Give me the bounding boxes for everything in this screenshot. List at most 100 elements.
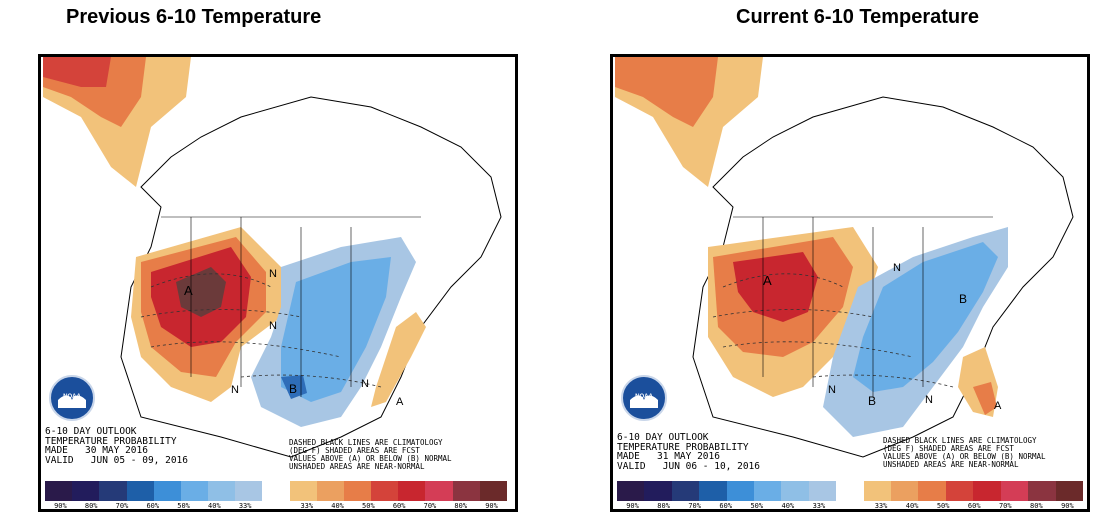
colorbar-tick-label: 70% (115, 502, 129, 510)
outlook-line-1: 6-10 DAY OUTLOOK (45, 426, 137, 437)
label-normal-central: N (893, 262, 901, 274)
colorbar-swatch (316, 481, 344, 501)
colorbar-tick-label: 60% (392, 502, 406, 510)
colorbar-tick-label: 70% (688, 502, 701, 510)
climatology-lines (140, 273, 382, 388)
noaa-logo-text: NOAA (63, 394, 81, 400)
colorbar-ticks: 90% 80% 70% 60% 50% 40% 33% 33% 40% 50% 60% 70% 80% 9… (45, 502, 507, 510)
label-above-florida: A (396, 396, 404, 408)
colorbar-swatch (262, 481, 290, 501)
colorbar-swatch (289, 481, 317, 501)
label-above-florida: A (994, 400, 1002, 412)
west-above-core (176, 267, 226, 317)
colorbar-swatch (343, 481, 372, 501)
colorbar-tick-label: 90% (1061, 502, 1074, 510)
current-map: A N N N B B A NOAA 6-10 DAY OUTLOOK TEMPE… (610, 54, 1090, 512)
colorbar-tick-label: 90% (485, 502, 498, 510)
current-map-graphic: A N N N B B A (615, 57, 1074, 458)
colorbar-swatch (836, 481, 864, 501)
label-normal-midwest: N (269, 320, 277, 332)
colorbar-swatch (479, 481, 507, 501)
east-below-core (281, 375, 307, 399)
colorbar-tick-label: 40% (331, 502, 344, 510)
colorbar-tick-label: 80% (84, 502, 98, 510)
colorbar-swatch (918, 481, 946, 501)
legend-note-line-2: (DEG F) SHADED AREAS ARE FCST (883, 444, 1014, 453)
label-normal-south: N (828, 384, 836, 396)
coastline (120, 96, 502, 458)
outlook-line-2: TEMPERATURE PROBABILITY (45, 435, 177, 447)
noaa-logo: NOAA (49, 375, 95, 421)
colorbar-swatch (425, 481, 453, 501)
outlook-info: 6-10 DAY OUTLOOK TEMPERATURE PROBABILITY M… (45, 427, 188, 465)
florida-above-mid (973, 382, 997, 415)
colorbar-tick-label: 60% (146, 502, 160, 510)
outlook-line-4: VALID JUN 05 - 09, 2016 (45, 454, 188, 466)
outlook-info: 6-10 DAY OUTLOOK TEMPERATURE PROBABILITY M… (617, 433, 760, 471)
colorbar-tick-label: 60% (719, 502, 733, 510)
legend-note-line-1: DASHED BLACK LINES ARE CLIMATOLOGY (883, 436, 1037, 445)
colorbar-swatch (891, 481, 919, 501)
colorbar-tick-label (261, 502, 292, 509)
legend-note-line-3: VALUES ABOVE (A) OR BELOW (B) NORMAL (289, 454, 452, 463)
label-below-texas: B (289, 382, 297, 396)
east-below-mid (281, 257, 391, 402)
colorbar-swatch (781, 481, 809, 501)
colorbar-tick-label: 60% (967, 502, 981, 510)
label-normal-central: N (269, 268, 277, 280)
noaa-logo-text: NOAA (635, 394, 653, 400)
colorbar-swatch (945, 481, 974, 501)
label-below-northeast: B (959, 292, 967, 306)
legend-note-line-4: UNSHADED AREAS ARE NEAR-NORMAL (883, 460, 1019, 469)
colorbar-swatch (671, 481, 700, 501)
colorbar-swatch (398, 481, 426, 501)
colorbar-swatch (973, 481, 1001, 501)
colorbar-swatch (208, 481, 236, 501)
colorbar-swatch (452, 481, 480, 501)
colorbar-swatch (126, 481, 154, 501)
seagull-icon (58, 395, 86, 408)
colorbar-tick-label (834, 502, 865, 509)
previous-map-graphic: A N N N N B A (43, 57, 502, 458)
probability-colorbar (45, 481, 507, 501)
colorbar-swatch (45, 481, 73, 501)
probability-colorbar (617, 481, 1083, 501)
east-below-mid (853, 242, 998, 392)
legend-note-line-4: UNSHADED AREAS ARE NEAR-NORMAL (289, 462, 425, 471)
colorbar-swatch (699, 481, 727, 501)
colorbar-tick-label: 90% (54, 502, 67, 510)
outlook-line-2: TEMPERATURE PROBABILITY (617, 441, 749, 453)
legend-note-line-3: VALUES ABOVE (A) OR BELOW (B) NORMAL (883, 452, 1046, 461)
colorbar-swatch (808, 481, 837, 501)
label-below-south: B (868, 394, 876, 408)
noaa-logo: NOAA (621, 375, 667, 421)
colorbar-swatch (1055, 481, 1083, 501)
colorbar-swatch (754, 481, 782, 501)
southeast-above (371, 312, 426, 407)
coastline (692, 96, 1074, 458)
colorbar-swatch (726, 481, 755, 501)
label-above-west: A (763, 273, 772, 288)
colorbar-tick-label: 33% (874, 502, 888, 510)
current-panel-title: Current 6-10 Temperature (736, 6, 980, 28)
colorbar-tick-label: 50% (177, 502, 190, 510)
colorbar-tick-label: 33% (300, 502, 314, 510)
borders (161, 216, 421, 397)
climatology-lines (712, 273, 954, 388)
colorbar-tick-label: 33% (238, 502, 252, 510)
colorbar-swatch (371, 481, 399, 501)
colorbar-swatch (99, 481, 127, 501)
previous-panel-title: Previous 6-10 Temperature (66, 6, 322, 28)
alaska-above-strong (43, 57, 111, 87)
outlook-line-3: MADE 30 MAY 2016 (45, 445, 148, 456)
colorbar-swatch (1000, 481, 1029, 501)
colorbar-tick-label: 70% (998, 502, 1012, 510)
legend-note: DASHED BLACK LINES ARE CLIMATOLOGY (DEG F… (289, 439, 452, 471)
colorbar-swatch (617, 481, 645, 501)
colorbar-tick-label: 33% (812, 502, 826, 510)
colorbar-tick-label: 80% (454, 502, 468, 510)
colorbar-tick-label: 40% (905, 502, 919, 510)
alaska-above-core (615, 57, 718, 127)
legend-note: DASHED BLACK LINES ARE CLIMATOLOGY (DEG F… (883, 437, 1046, 469)
outlook-line-1: 6-10 DAY OUTLOOK (617, 432, 709, 443)
